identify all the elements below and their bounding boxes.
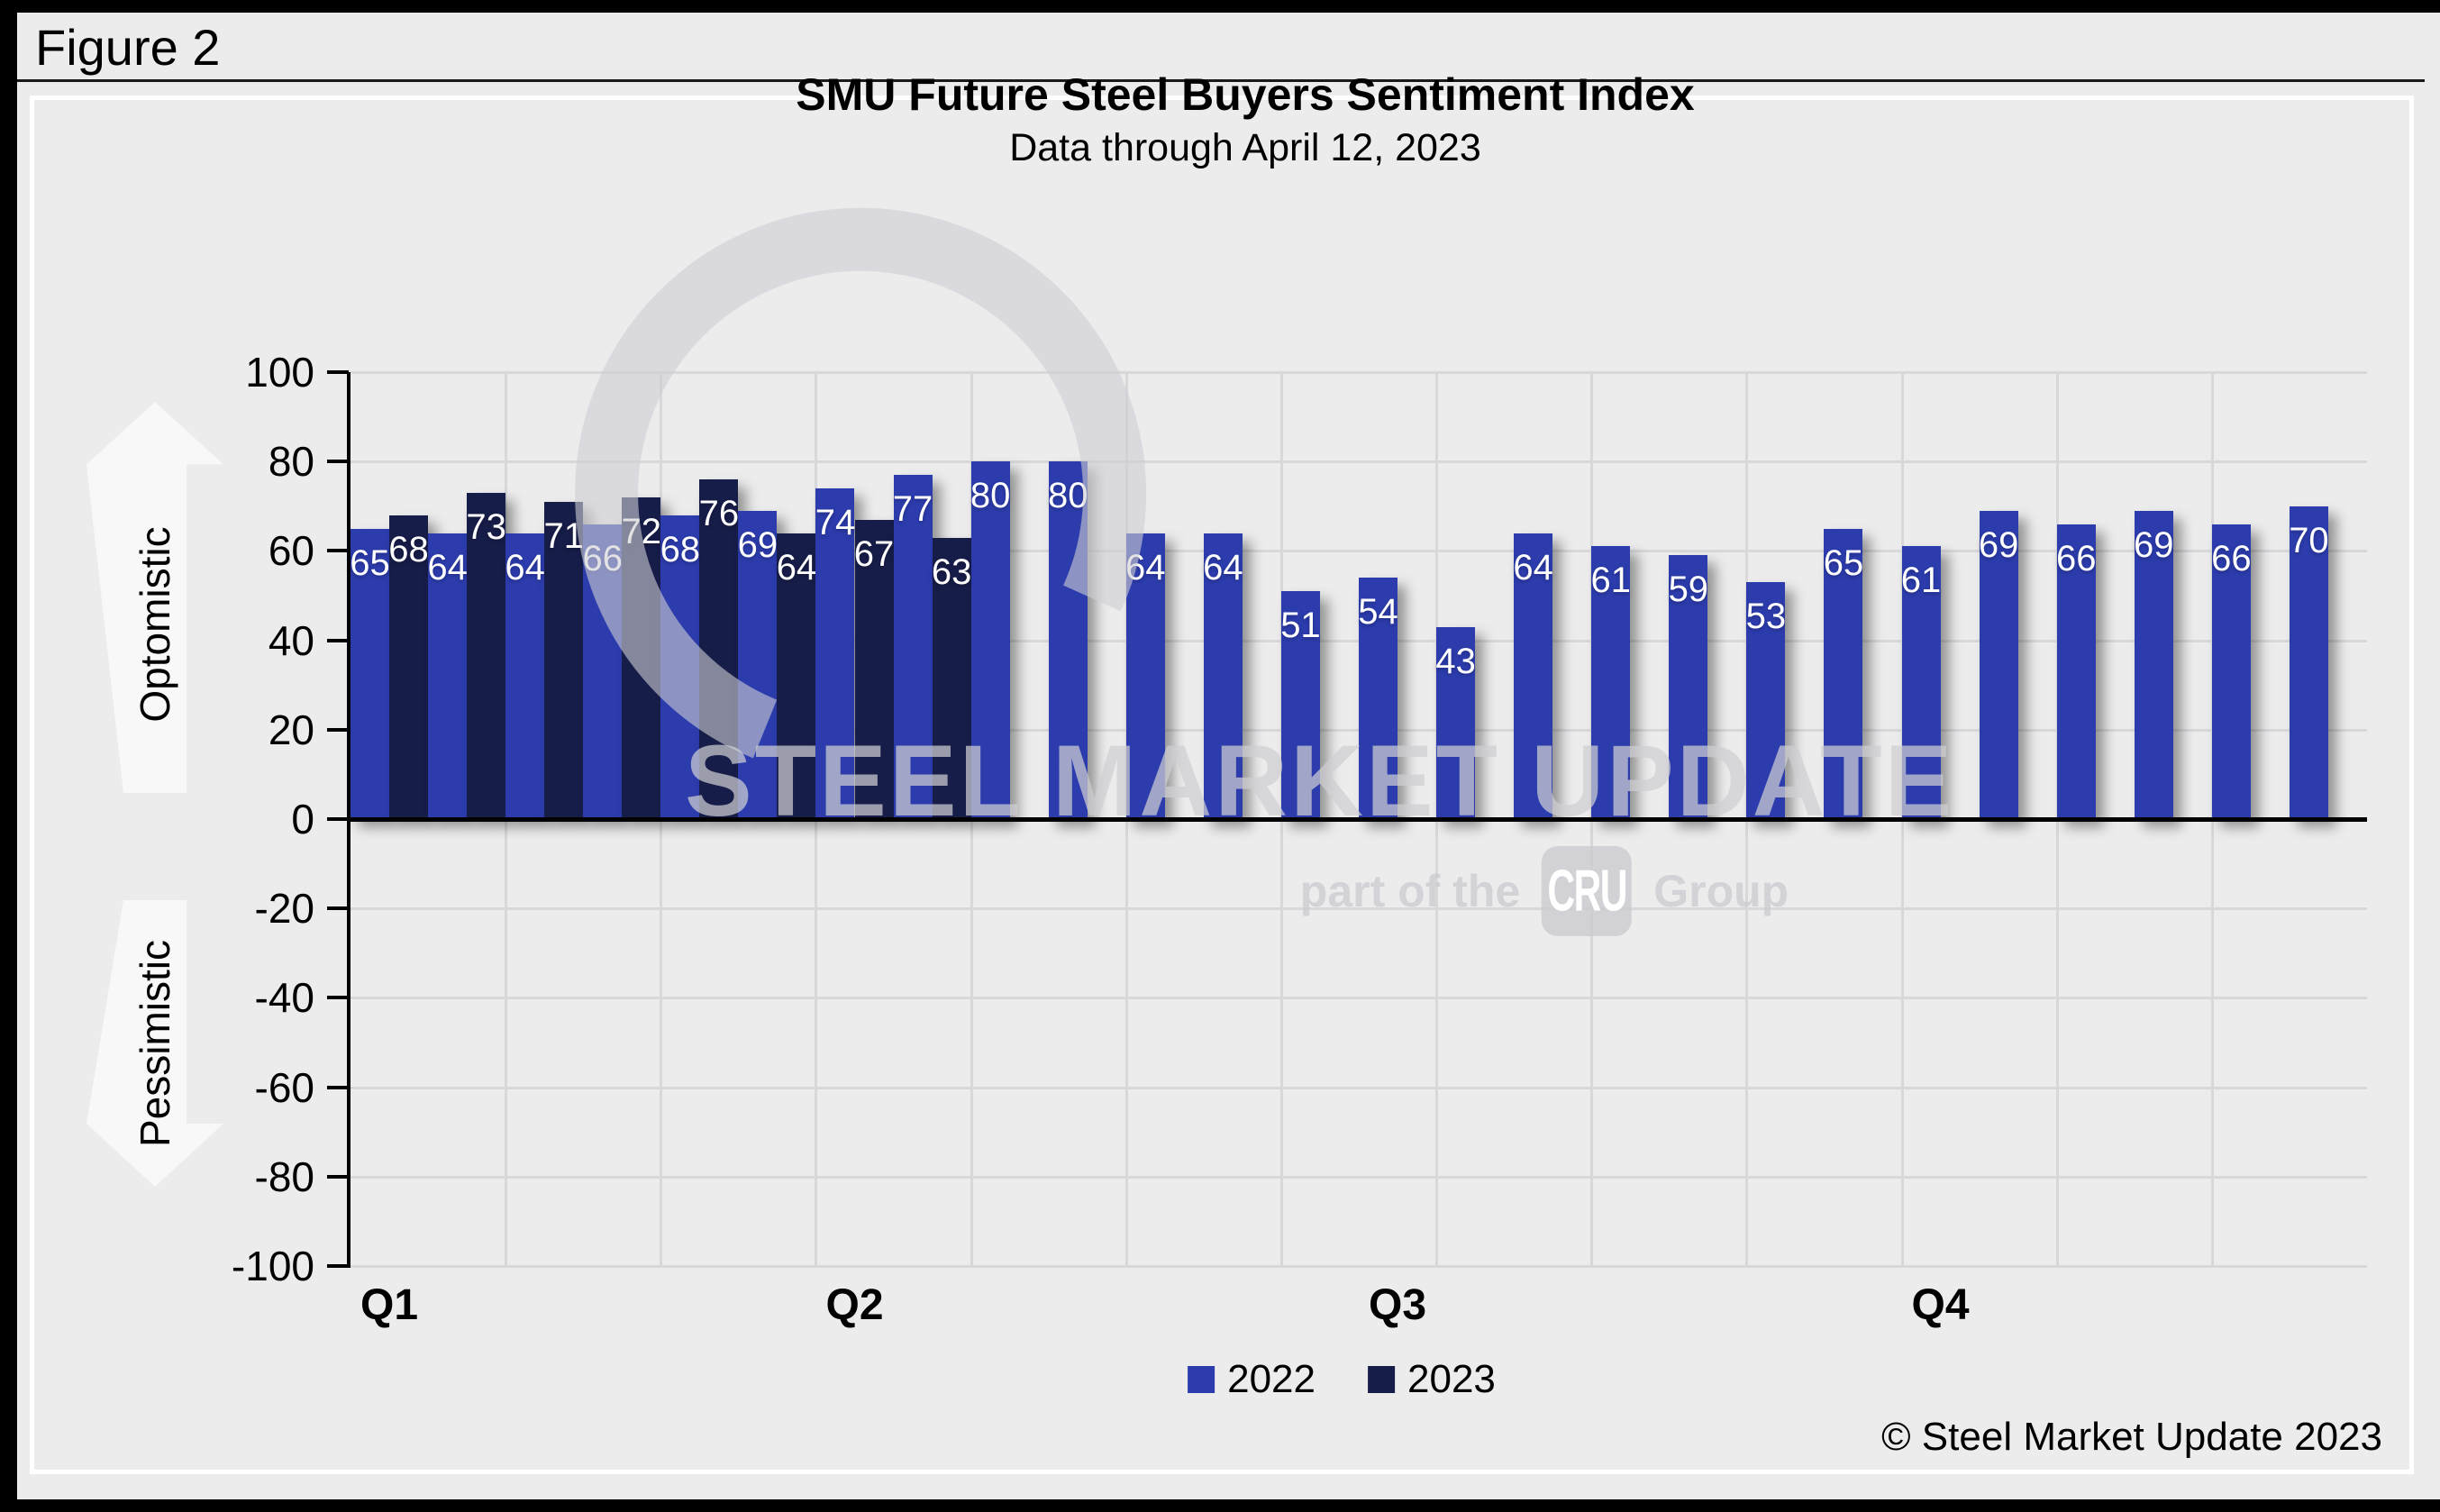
legend-item-2023: 2023	[1368, 1357, 1496, 1402]
watermark-cru-suffix: Group	[1653, 866, 1789, 916]
watermark-cru-prefix: part of the	[1299, 866, 1521, 916]
legend: 2022 2023	[1188, 1357, 1496, 1402]
chart-panel	[30, 96, 2414, 1474]
legend-label-2023: 2023	[1407, 1357, 1496, 1401]
watermark-cru-line: part of the CRU Group	[1300, 846, 1789, 936]
copyright-text: © Steel Market Update 2023	[1881, 1415, 2382, 1459]
title-block: SMU Future Steel Buyers Sentiment Index …	[663, 68, 1827, 170]
legend-label-2022: 2022	[1227, 1357, 1316, 1401]
chart-subtitle: Data through April 12, 2023	[1009, 126, 1481, 169]
figure-rule	[17, 79, 2425, 82]
legend-swatch-2022	[1188, 1366, 1215, 1393]
smu-swoosh-watermark-icon	[575, 207, 1147, 759]
chart-title: SMU Future Steel Buyers Sentiment Index	[796, 69, 1695, 120]
legend-item-2022: 2022	[1188, 1357, 1316, 1402]
legend-swatch-2023	[1368, 1366, 1395, 1393]
page-background: Figure 2 SMU Future Steel Buyers Sentime…	[17, 13, 2440, 1499]
cru-logo-icon: CRU	[1542, 846, 1633, 936]
figure-label: Figure 2	[35, 19, 221, 76]
